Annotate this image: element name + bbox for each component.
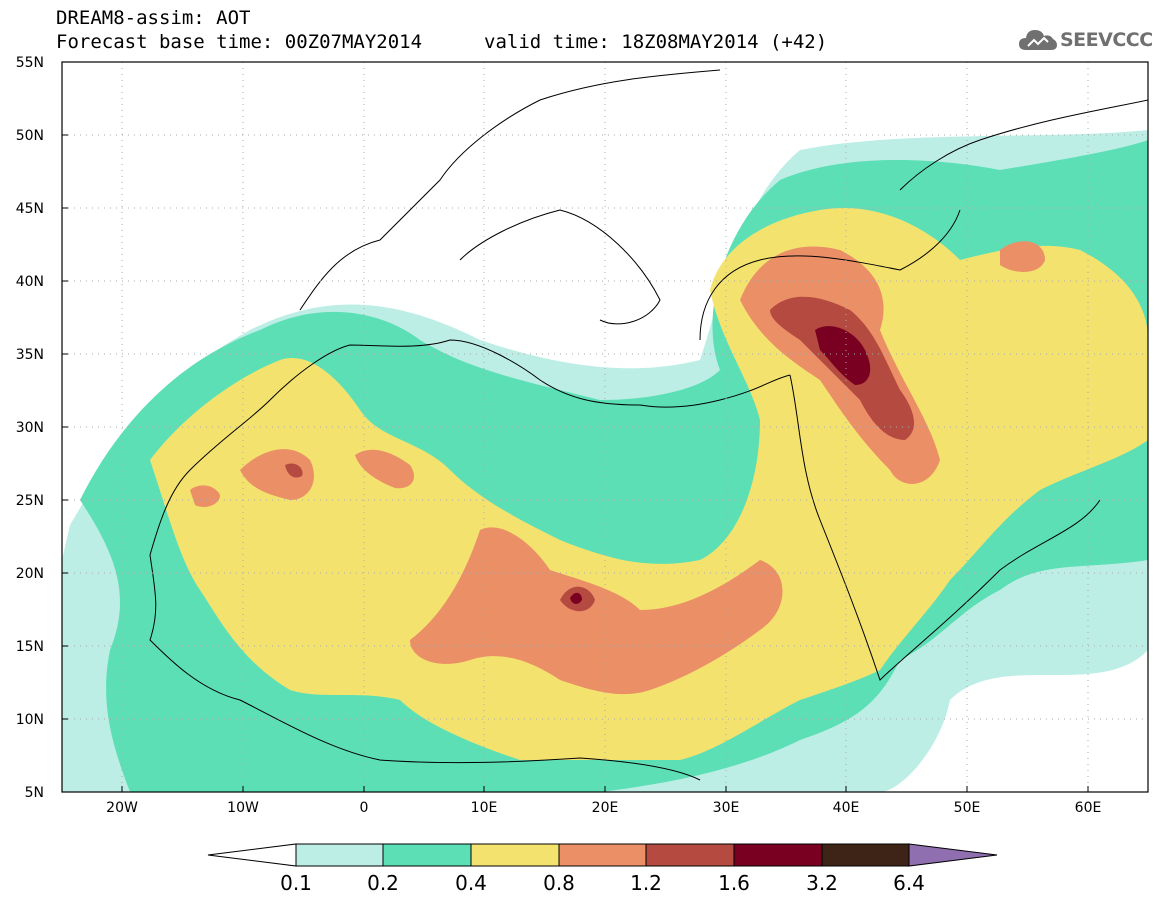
aot-band-1.6-sahel — [570, 592, 582, 604]
lon-label-30e: 30E — [713, 800, 740, 816]
colorbar-bin-0.8 — [558, 843, 647, 867]
lon-label-40e: 40E — [833, 800, 860, 816]
lat-label-10n: 10N — [16, 712, 44, 728]
aot-band-0.8-west — [240, 449, 314, 500]
coastlines — [149, 69, 1148, 781]
axis-ticks — [62, 61, 1089, 793]
colorbar-label-0.2: 0.2 — [367, 871, 399, 895]
colorbar-label-1.6: 1.6 — [718, 871, 750, 895]
graticule — [62, 62, 1148, 792]
logo-text: SEEVCCC — [1060, 29, 1153, 51]
aot-band-0.8-algeria — [355, 449, 415, 489]
colorbar-bin-0.2 — [382, 843, 472, 867]
colorbar-label-6.4: 6.4 — [893, 871, 925, 895]
lat-label-40n: 40N — [16, 274, 44, 290]
colorbar-bin-3.2 — [821, 843, 910, 867]
colorbar-over — [908, 843, 998, 867]
colorbar-label-1.2: 1.2 — [630, 871, 662, 895]
lon-label-50e: 50E — [954, 800, 981, 816]
colorbar-bin-1.6 — [733, 843, 823, 867]
title-line-1: DREAM8-assim: AOT — [56, 7, 251, 29]
seevccc-logo: SEEVCCC — [1018, 24, 1153, 54]
lat-label-30n: 30N — [16, 420, 44, 436]
lon-label-20e: 20E — [592, 800, 619, 816]
lat-label-20n: 20N — [16, 566, 44, 582]
lat-label-25n: 25N — [16, 493, 44, 509]
lat-label-55n: 55N — [16, 55, 44, 71]
colorbar-bin-1.2 — [645, 843, 735, 867]
colorbar-bin-0.1 — [295, 843, 384, 867]
lon-label-10e: 10E — [471, 800, 498, 816]
lat-label-15n: 15N — [16, 639, 44, 655]
lat-label-45n: 45N — [16, 201, 44, 217]
aot-field — [62, 130, 1148, 792]
aot-band-0.8-mauritania — [190, 485, 220, 507]
aot-band-0.8-sahel — [410, 527, 783, 695]
colorbar-label-0.4: 0.4 — [455, 871, 487, 895]
lon-label-20w: 20W — [106, 800, 138, 816]
lon-label-0: 0 — [360, 800, 369, 816]
colorbar — [207, 843, 998, 867]
aot-band-0.8-caspian — [1000, 241, 1045, 272]
cloud-logo-icon — [1019, 30, 1057, 50]
valid-time: valid time: 18Z08MAY2014 (+42) — [484, 31, 828, 53]
lon-label-10w: 10W — [227, 800, 259, 816]
lat-label-50n: 50N — [16, 128, 44, 144]
title-line-2: Forecast base time: 00Z07MAY2014 — [56, 31, 423, 53]
colorbar-label-0.1: 0.1 — [280, 871, 312, 895]
aot-band-1.2-west — [285, 463, 303, 478]
lat-label-35n: 35N — [16, 347, 44, 363]
colorbar-label-0.8: 0.8 — [543, 871, 575, 895]
aot-band-0.4 — [150, 208, 1148, 761]
colorbar-bin-0.4 — [470, 843, 560, 867]
lon-label-60e: 60E — [1075, 800, 1102, 816]
colorbar-under — [207, 843, 297, 867]
aot-band-1.6 — [815, 326, 871, 385]
lon-labels: 20W 10W 0 10E 20E 30E 40E 50E 60E — [106, 800, 1101, 816]
lat-label-5n: 5N — [25, 785, 44, 801]
colorbar-label-3.2: 3.2 — [806, 871, 838, 895]
lat-labels: 55N 50N 45N 40N 35N 30N 25N 20N 15N 10N … — [16, 55, 44, 801]
